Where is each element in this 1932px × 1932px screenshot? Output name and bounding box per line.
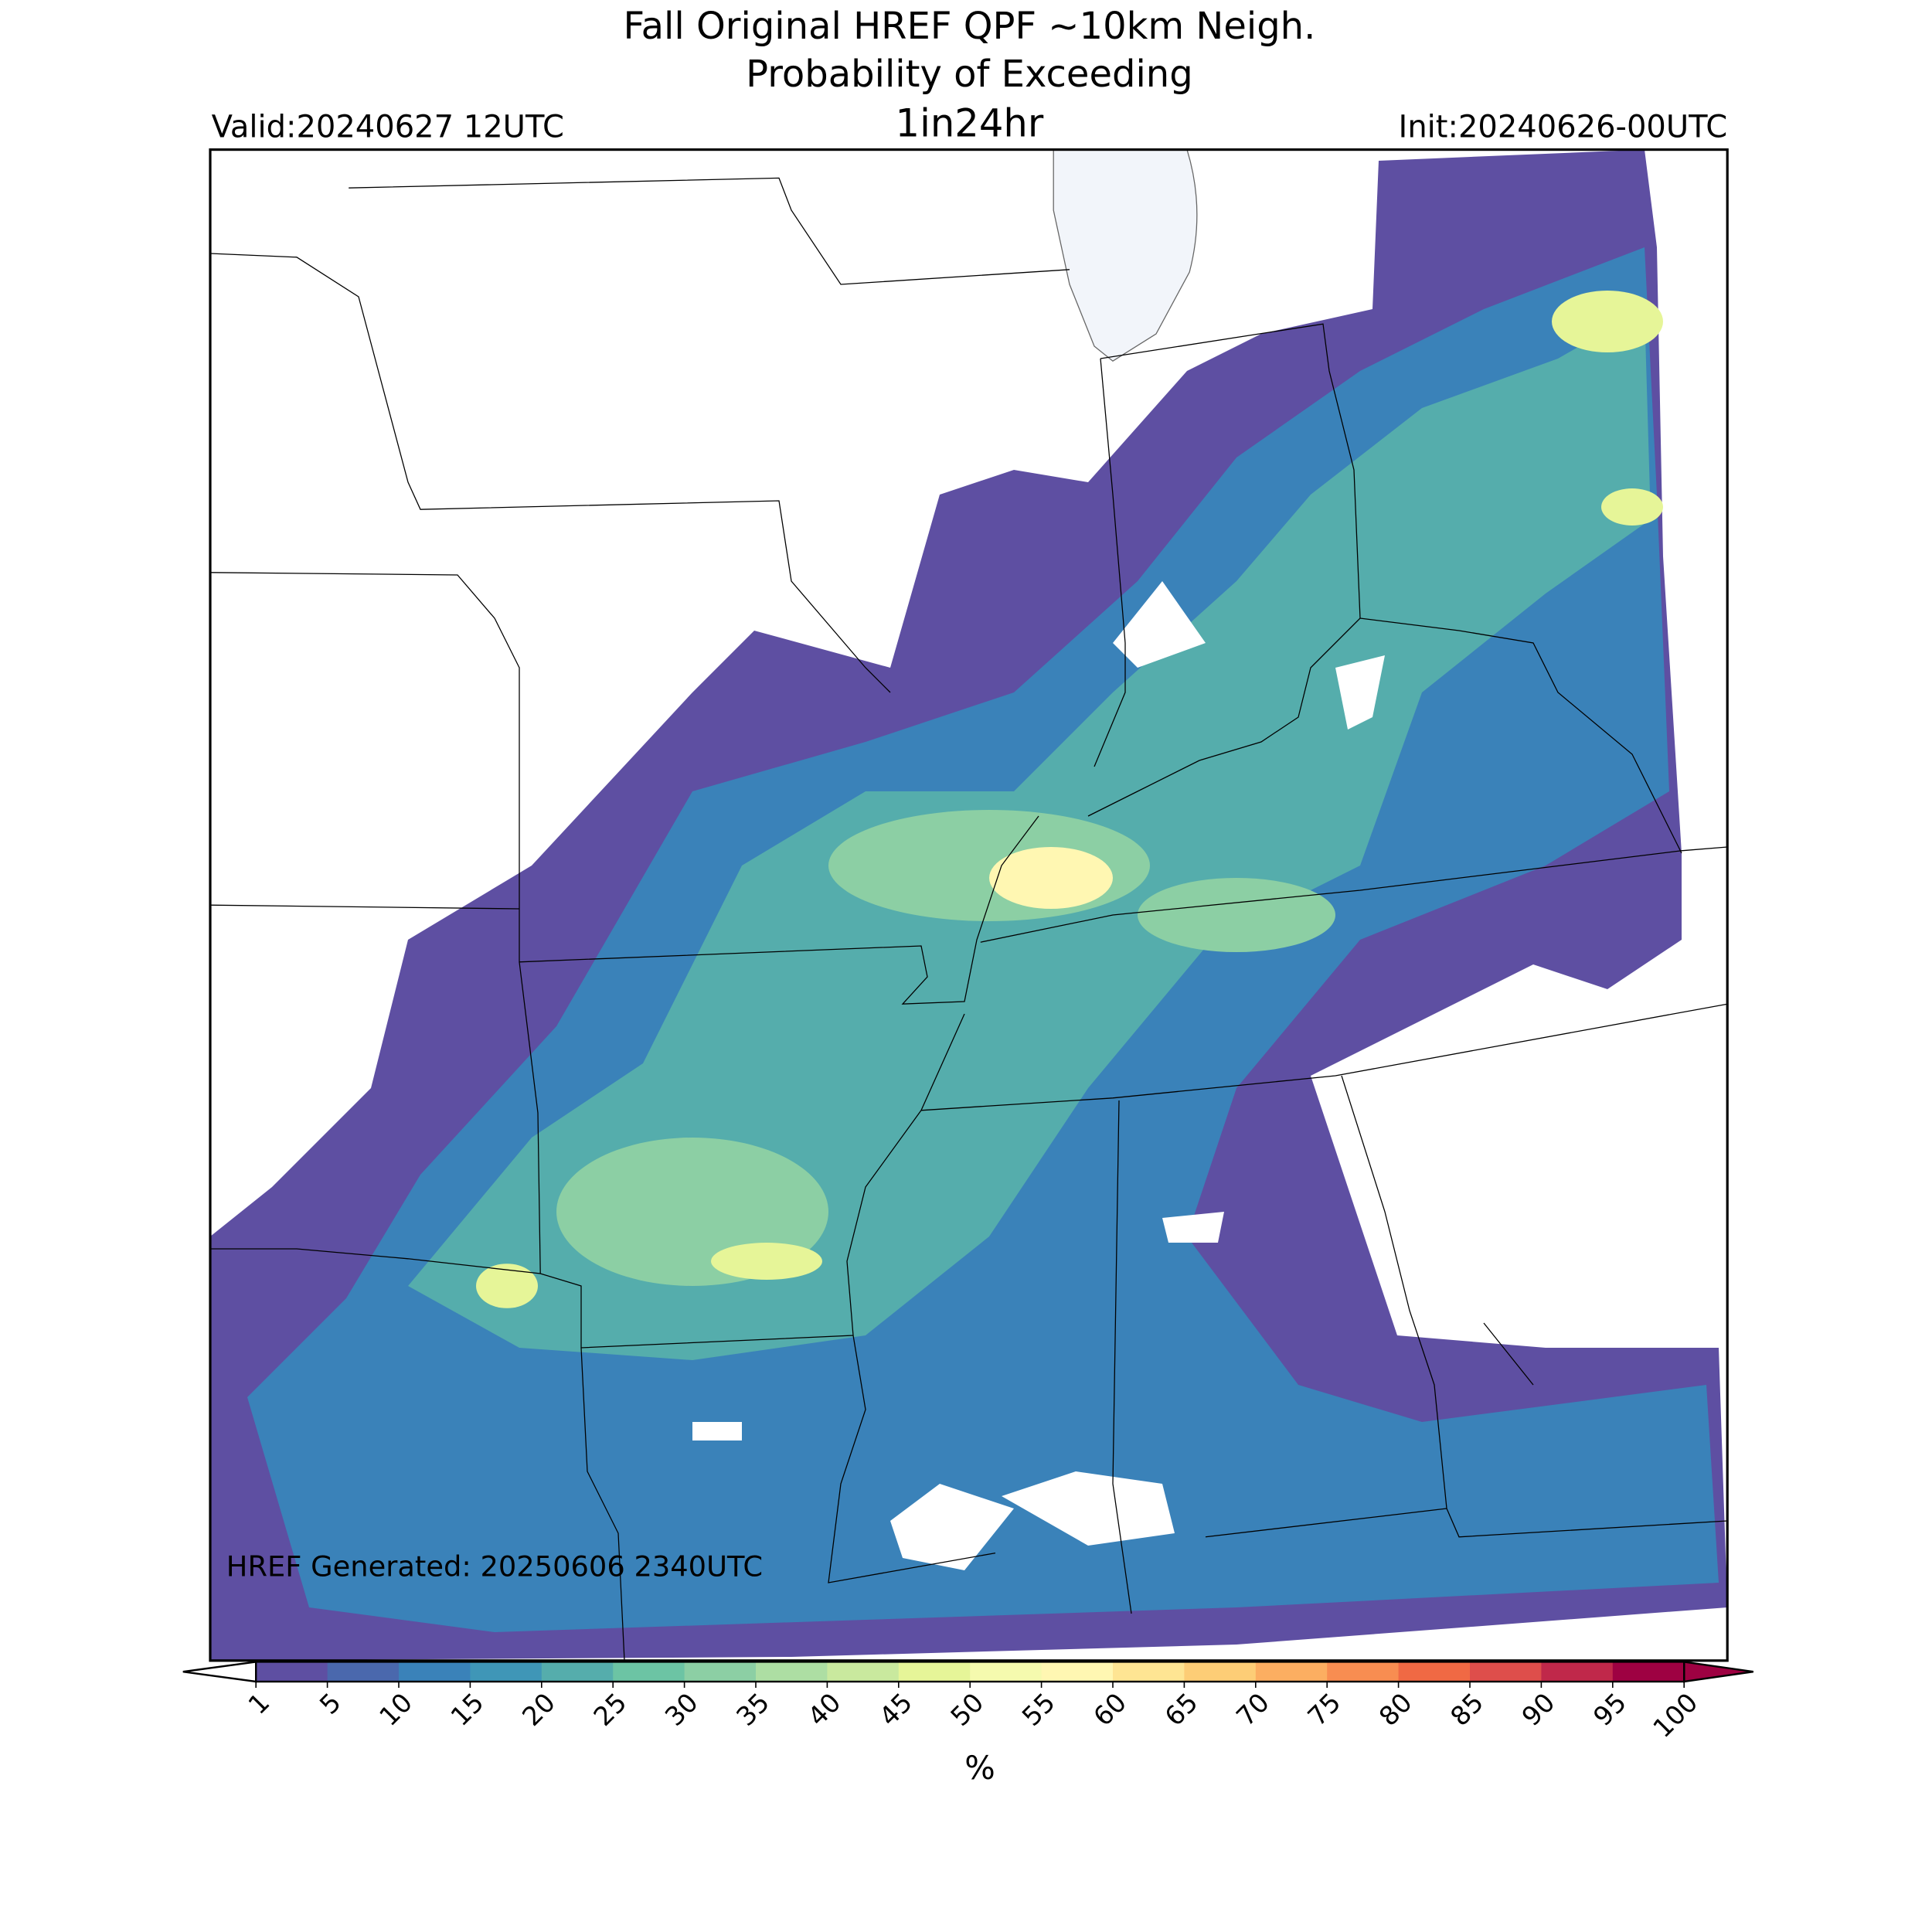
map <box>210 149 1728 1661</box>
colorbar-segment <box>1184 1662 1257 1682</box>
colorbar-label: % <box>964 1749 995 1787</box>
colorbar-segment <box>898 1662 971 1682</box>
colorbar-segment <box>1470 1662 1543 1682</box>
colorbar-segment <box>541 1662 614 1682</box>
colorbar-segment <box>470 1662 543 1682</box>
precip-area <box>1552 291 1663 352</box>
colorbar-segment <box>1113 1662 1185 1682</box>
valid-time: Valid:20240627 12UTC <box>212 109 564 145</box>
state-border <box>210 177 1728 1661</box>
colorbar-segment <box>1255 1662 1328 1682</box>
colorbar-segment <box>970 1662 1043 1682</box>
precip-area <box>711 1243 822 1280</box>
map-frame <box>209 148 1729 1662</box>
annotation: HREF Generated: 20250606 2340UTC <box>226 1549 763 1583</box>
precip-area <box>1138 878 1335 952</box>
subtitle: 1in24hr <box>896 101 1044 146</box>
colorbar-segment <box>684 1662 757 1682</box>
colorbar-segment <box>327 1662 400 1682</box>
lake <box>1053 149 1198 362</box>
title-line: Probability of Exceeding <box>746 53 1193 96</box>
colorbar-segment <box>756 1662 828 1682</box>
colorbar-segment <box>399 1662 471 1682</box>
colorbar-segment <box>1612 1662 1685 1682</box>
colorbar-segment <box>256 1662 328 1682</box>
init-time: Init:20240626-00UTC <box>1399 109 1728 145</box>
colorbar-segment <box>1327 1662 1400 1682</box>
title-line: Fall Original HREF QPF ~10km Neigh. <box>623 5 1315 48</box>
precip-area <box>476 1264 538 1308</box>
colorbar-segment <box>613 1662 685 1682</box>
colorbar-segment <box>827 1662 900 1682</box>
precip-area <box>1601 488 1663 526</box>
colorbar-segment <box>1398 1662 1471 1682</box>
colorbar-segment <box>1041 1662 1114 1682</box>
precip-area <box>989 847 1113 909</box>
colorbar-segment <box>1541 1662 1614 1682</box>
